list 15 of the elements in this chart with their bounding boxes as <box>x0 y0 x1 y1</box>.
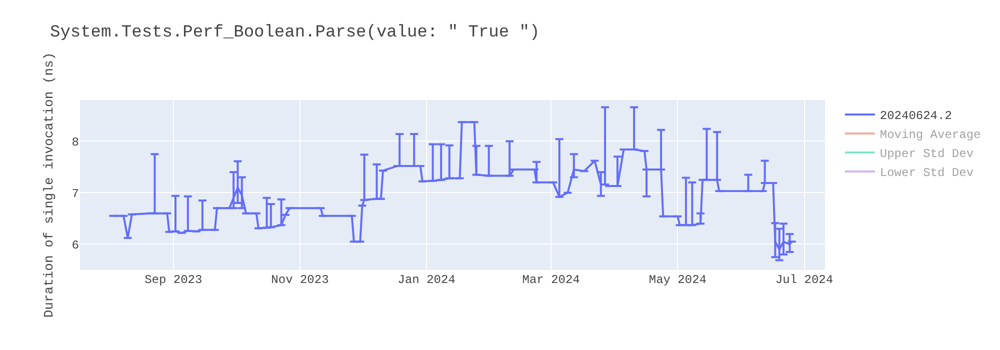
y-tick-label: 8 <box>72 135 79 150</box>
y-tick-label: 7 <box>72 186 79 201</box>
x-tick-label: Jul 2024 <box>775 273 834 287</box>
x-tick-label: Mar 2024 <box>522 273 580 287</box>
x-tick-label: Sep 2023 <box>144 273 202 287</box>
legend-label: Upper Std Dev <box>880 147 974 162</box>
x-tick-label: Jan 2024 <box>398 273 456 287</box>
chart-title: System.Tests.Perf_Boolean.Parse(value: " True ") <box>50 23 540 42</box>
x-tick-label: May 2024 <box>648 273 706 287</box>
y-tick-label: 6 <box>72 238 79 252</box>
legend-label: 20240624.2 <box>880 109 952 124</box>
legend-label: Moving Average <box>880 128 981 142</box>
x-tick-label: Nov 2023 <box>271 273 329 287</box>
y-axis-title: Duration of single invocation (ns) <box>42 52 57 318</box>
legend-label: Lower Std Dev <box>880 166 974 180</box>
